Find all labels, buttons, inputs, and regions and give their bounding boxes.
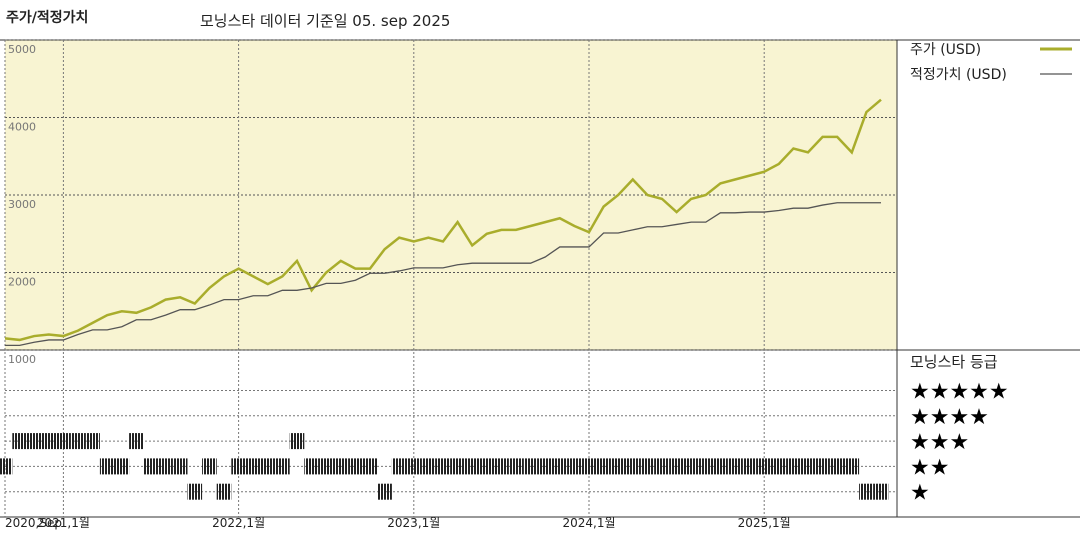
rating-bar — [114, 458, 130, 475]
rating-bar — [771, 458, 787, 475]
rating-bar — [41, 433, 57, 450]
rating-bar — [421, 458, 436, 475]
rating-bar — [435, 458, 451, 475]
rating-bar — [669, 458, 684, 475]
rating-bar — [742, 458, 757, 475]
rating-bar — [333, 458, 349, 475]
rating-bar — [859, 483, 874, 500]
series-line — [4, 98, 882, 342]
y-tick-label: 1000 — [8, 353, 36, 366]
rating-bar — [479, 458, 495, 475]
rating-bar — [260, 458, 276, 475]
y-tick-label: 2000 — [8, 276, 36, 289]
rating-bar — [596, 458, 611, 475]
rating-label: ★ — [910, 481, 930, 506]
legend-label: 적정가치 (USD) — [910, 67, 1007, 83]
rating-bar — [377, 483, 392, 500]
rating-label: ★★★ — [910, 430, 969, 455]
chart-subtitle: 모닝스타 데이터 기준일 05. sep 2025 — [200, 12, 450, 30]
rating-bar — [625, 458, 641, 475]
rating-bar — [129, 433, 144, 450]
rating-bar — [172, 458, 188, 475]
rating-label: ★★★★★ — [910, 379, 1009, 404]
rating-bar — [581, 458, 597, 475]
y-tick-label: 3000 — [8, 198, 36, 211]
rating-bar — [610, 458, 626, 475]
rating-bar — [143, 458, 159, 475]
rating-label: ★★ — [910, 455, 949, 480]
rating-bar — [756, 458, 772, 475]
legend-label: 주가 (USD) — [910, 42, 981, 58]
rating-bar — [187, 483, 203, 500]
x-tick-label: 2020,Sep — [5, 516, 62, 530]
x-tick-label: 2023,1월 — [387, 516, 440, 530]
rating-bar — [727, 458, 743, 475]
rating-bar — [873, 483, 889, 500]
rating-bar — [348, 458, 363, 475]
rating-bar — [70, 433, 86, 450]
series-line — [5, 202, 881, 346]
rating-bar — [202, 458, 217, 475]
x-tick-label: 2021,1월 — [37, 516, 90, 530]
rating-bar — [158, 458, 173, 475]
rating-label: ★★★★ — [910, 405, 989, 430]
rating-bar — [85, 433, 100, 450]
rating-bar — [654, 458, 670, 475]
rating-bar — [450, 458, 465, 475]
x-tick-label: 2025,1월 — [738, 516, 791, 530]
rating-bar — [713, 458, 728, 475]
rating-bar — [216, 483, 232, 500]
chart-title: 주가/적정가치 — [6, 9, 88, 26]
rating-bar — [406, 458, 422, 475]
rating-bar — [800, 458, 816, 475]
rating-bar — [640, 458, 655, 475]
x-tick-label: 2022,1월 — [212, 516, 265, 530]
rating-bar — [391, 458, 407, 475]
rating-bar — [786, 458, 801, 475]
rating-bar — [464, 458, 480, 475]
rating-bar — [523, 458, 538, 475]
rating-bar — [231, 458, 246, 475]
y-tick-label: 4000 — [8, 121, 36, 134]
rating-bar — [99, 458, 115, 475]
rating-bar — [56, 433, 71, 450]
x-tick-label: 2024,1월 — [562, 516, 615, 530]
rating-bar — [698, 458, 714, 475]
rating-bar — [289, 433, 305, 450]
rating-bar — [844, 458, 860, 475]
rating-bar — [494, 458, 509, 475]
rating-bar — [318, 458, 334, 475]
rating-bar — [829, 458, 845, 475]
rating-bar — [26, 433, 42, 450]
rating-bar — [0, 458, 13, 475]
y-tick-label: 5000 — [8, 43, 36, 56]
rating-bar — [304, 458, 319, 475]
rating-bar — [815, 458, 830, 475]
rating-bar — [567, 458, 582, 475]
rating-bar — [245, 458, 261, 475]
rating-bar — [552, 458, 568, 475]
rating-title: 모닝스타 등급 — [910, 353, 998, 371]
rating-bar — [537, 458, 553, 475]
rating-bar — [12, 433, 27, 450]
rating-bar — [362, 458, 378, 475]
rating-bar — [683, 458, 699, 475]
rating-bar — [508, 458, 524, 475]
rating-bar — [275, 458, 290, 475]
